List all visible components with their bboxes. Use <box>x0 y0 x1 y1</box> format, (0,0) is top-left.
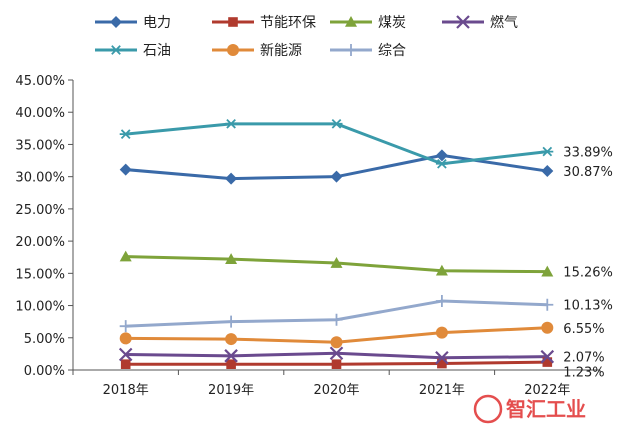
data-point <box>224 349 238 363</box>
data-point <box>330 170 343 183</box>
x-tick-label: 2019年 <box>208 383 254 398</box>
data-point <box>541 146 554 157</box>
data-point <box>437 358 447 369</box>
data-point <box>541 265 554 277</box>
data-point <box>110 45 122 55</box>
data-point <box>119 320 132 333</box>
data-point <box>435 264 448 276</box>
data-point <box>227 44 239 56</box>
data-point <box>225 315 238 328</box>
end-value-label: 2.07% <box>563 351 604 366</box>
data-point <box>541 321 554 334</box>
data-point <box>540 349 555 364</box>
legend-item: 石油 <box>95 43 171 59</box>
data-point <box>228 17 238 27</box>
legend-label: 新能源 <box>260 43 302 59</box>
data-point <box>330 313 343 326</box>
x-tick-label: 2020年 <box>313 383 359 398</box>
watermark-text: 智汇工业 <box>506 397 586 421</box>
series-line <box>125 122 548 166</box>
data-point <box>435 326 448 339</box>
legend-item: 新能源 <box>212 43 302 59</box>
legend-item: 煤炭 <box>330 15 406 31</box>
data-point <box>331 359 342 369</box>
legend-item: 综合 <box>330 43 406 59</box>
data-point <box>345 44 357 56</box>
data-point <box>541 165 554 178</box>
end-value-label: 33.89% <box>563 146 613 161</box>
y-tick-label: 10.00% <box>15 300 65 315</box>
data-point <box>225 172 238 185</box>
data-point <box>119 163 132 176</box>
legend-label: 节能环保 <box>260 15 316 31</box>
data-point <box>435 350 449 365</box>
y-tick-label: 15.00% <box>15 267 65 282</box>
data-point <box>435 149 448 162</box>
legend-label: 综合 <box>378 43 406 59</box>
legend-item: 节能环保 <box>212 15 316 31</box>
data-point <box>118 347 133 362</box>
data-point <box>119 250 132 262</box>
data-point <box>345 16 357 27</box>
y-tick-label: 5.00% <box>24 332 65 347</box>
data-point <box>225 333 238 346</box>
y-tick-label: 30.00% <box>15 171 65 186</box>
end-value-label: 10.13% <box>563 299 613 314</box>
end-value-label: 15.26% <box>563 266 613 281</box>
data-point <box>329 346 344 361</box>
y-tick-label: 20.00% <box>15 235 65 250</box>
legend-item: 电力 <box>95 15 171 31</box>
data-point <box>435 158 448 169</box>
data-point <box>330 257 343 268</box>
end-value-label: 30.87% <box>563 165 613 180</box>
y-tick-label: 40.00% <box>15 106 65 121</box>
end-value-label: 1.23% <box>563 366 604 381</box>
legend-item: 燃气 <box>442 14 518 31</box>
data-point <box>225 118 238 129</box>
data-point <box>330 336 343 349</box>
y-tick-label: 45.00% <box>15 74 65 89</box>
data-point <box>456 15 470 29</box>
legend-label: 煤炭 <box>378 15 406 31</box>
data-point <box>542 357 553 367</box>
series-lines <box>125 122 548 366</box>
legend-label: 石油 <box>143 43 171 59</box>
y-tick-label: 35.00% <box>15 138 65 153</box>
data-point <box>110 16 122 28</box>
data-point <box>120 359 131 369</box>
data-point <box>435 295 448 308</box>
legend-label: 燃气 <box>490 14 518 31</box>
end-labels: 33.89% 30.87% 15.26% 10.13% 6.55% 2.07%1.23% <box>563 146 613 381</box>
x-tick-label: 2022年 <box>524 383 570 398</box>
series-markers <box>118 118 555 369</box>
data-point <box>119 332 132 345</box>
watermark: 智汇工业 <box>473 394 586 424</box>
data-point <box>225 253 238 264</box>
y-tick-label: 0.00% <box>24 364 65 379</box>
y-tick-label: 25.00% <box>15 203 65 218</box>
data-point <box>226 359 236 369</box>
end-value-label: 6.55% <box>563 322 604 337</box>
watermark-logo <box>473 394 503 424</box>
x-tick-label: 2021年 <box>419 383 465 398</box>
legend-label: 电力 <box>143 15 171 31</box>
data-point <box>119 129 132 139</box>
x-tick-label: 2018年 <box>103 383 149 398</box>
data-point <box>330 118 343 129</box>
axes: 0.00% 5.00% 10.00% 15.00% 20.00% 25.00% 30.00%… <box>15 74 601 398</box>
data-point <box>541 298 554 311</box>
